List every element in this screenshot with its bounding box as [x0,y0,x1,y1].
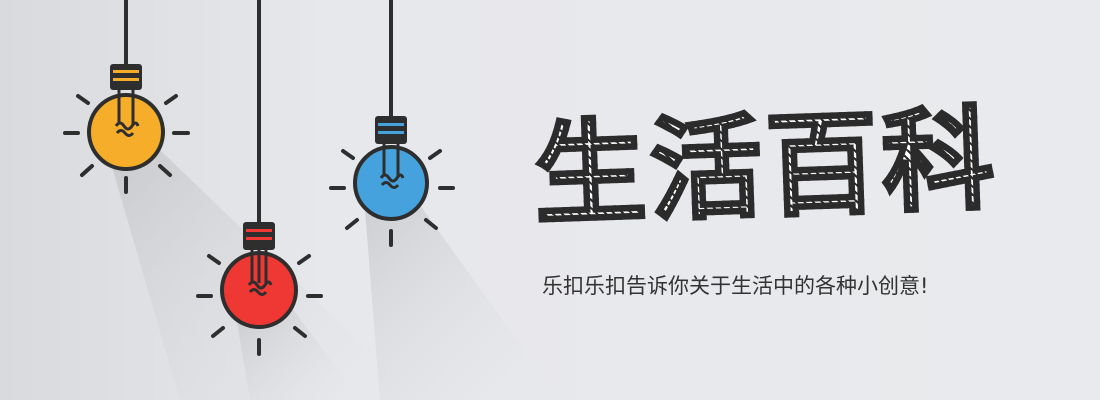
lightbulb-blue-icon [329,0,455,247]
page-title: 生活百科 [530,93,1001,242]
lightbulb-red-icon [196,0,323,356]
subtitle: 乐扣乐扣告诉你关于生活中的各种小创意! [542,274,929,298]
lightbulb-yellow-icon [63,0,190,194]
blue-bulb-shadow [365,205,560,400]
red-bulb-shadow [235,305,360,400]
